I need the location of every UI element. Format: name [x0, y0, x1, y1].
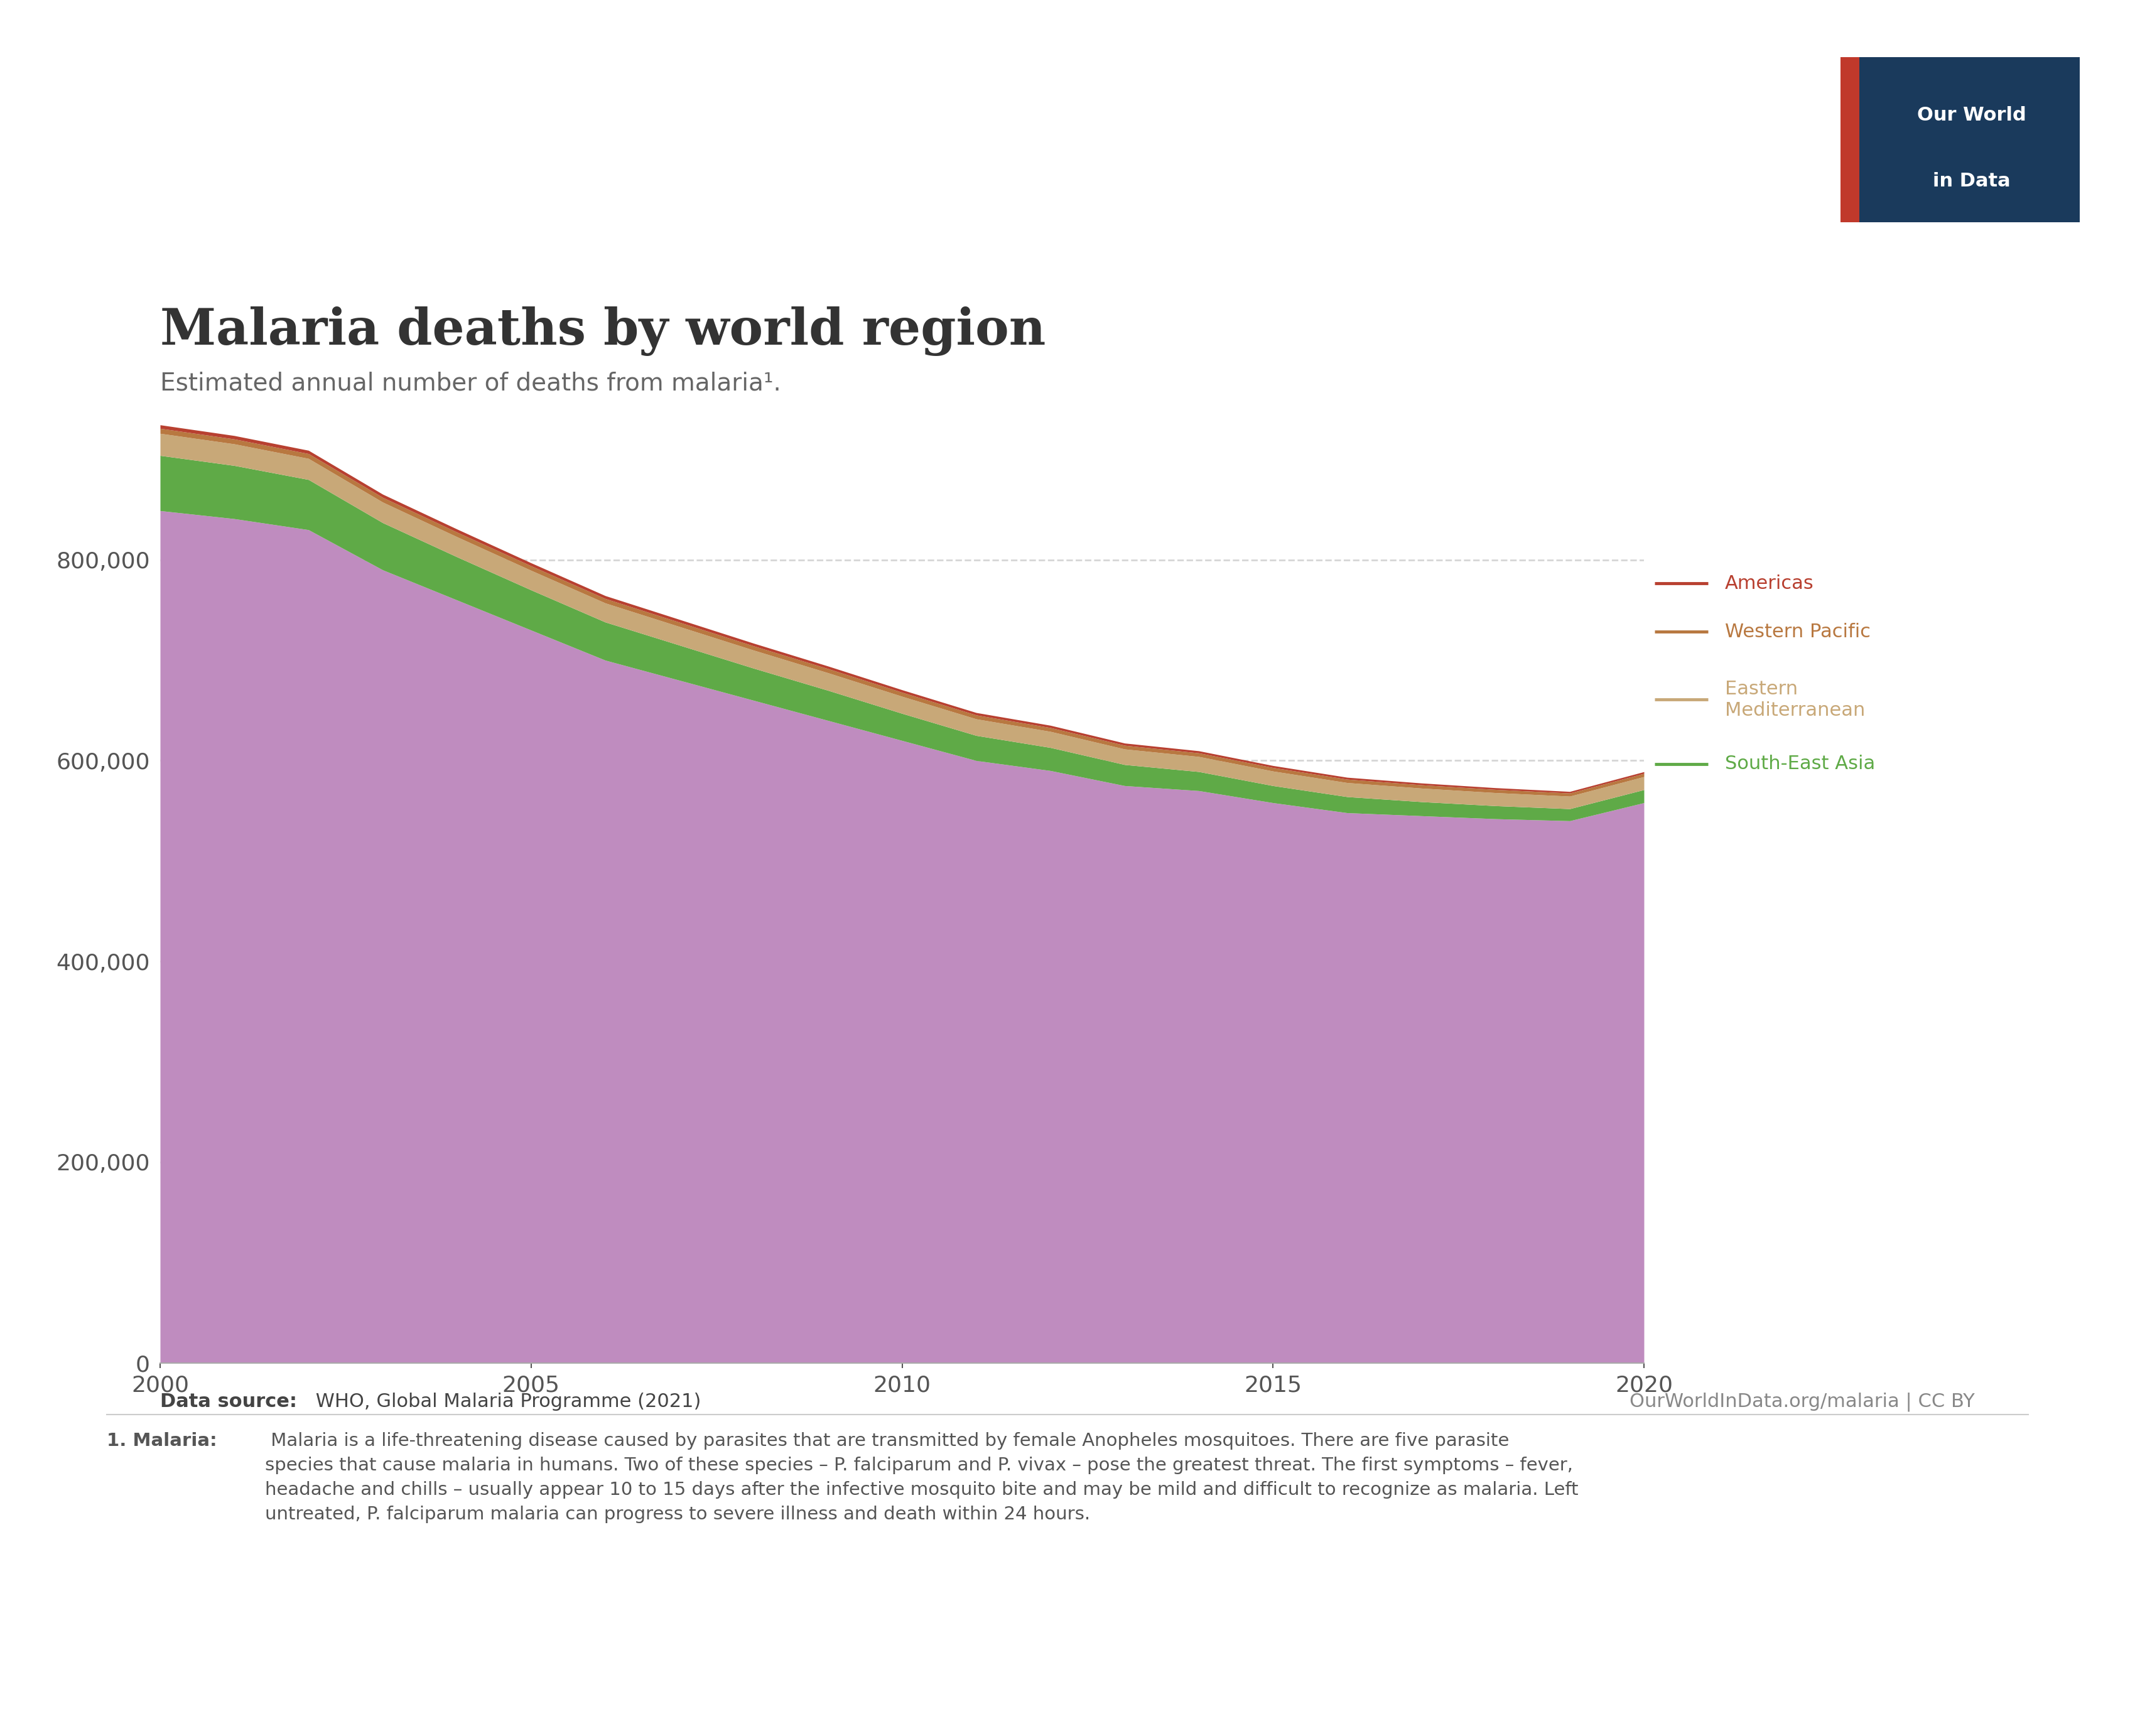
Text: WHO, Global Malaria Programme (2021): WHO, Global Malaria Programme (2021) — [310, 1392, 700, 1410]
Text: Estimated annual number of deaths from malaria¹.: Estimated annual number of deaths from m… — [160, 372, 781, 396]
Text: 1. Malaria:: 1. Malaria: — [107, 1432, 218, 1450]
Text: Western Pacific: Western Pacific — [1725, 623, 1870, 641]
Text: Americas: Americas — [1725, 575, 1815, 592]
Text: Our World: Our World — [1917, 106, 2026, 123]
FancyBboxPatch shape — [1840, 57, 1860, 222]
Text: OurWorldInData.org/malaria | CC BY: OurWorldInData.org/malaria | CC BY — [1629, 1392, 1975, 1411]
Text: Africa: Africa — [1458, 1042, 1524, 1062]
Text: South-East Asia: South-East Asia — [1725, 755, 1875, 773]
Text: in Data: in Data — [1932, 172, 2011, 189]
Text: Eastern
Mediterranean: Eastern Mediterranean — [1725, 681, 1866, 719]
Text: Data source:: Data source: — [160, 1392, 297, 1410]
Text: Malaria is a life-threatening disease caused by parasites that are transmitted b: Malaria is a life-threatening disease ca… — [265, 1432, 1578, 1522]
Text: Malaria deaths by world region: Malaria deaths by world region — [160, 306, 1046, 356]
